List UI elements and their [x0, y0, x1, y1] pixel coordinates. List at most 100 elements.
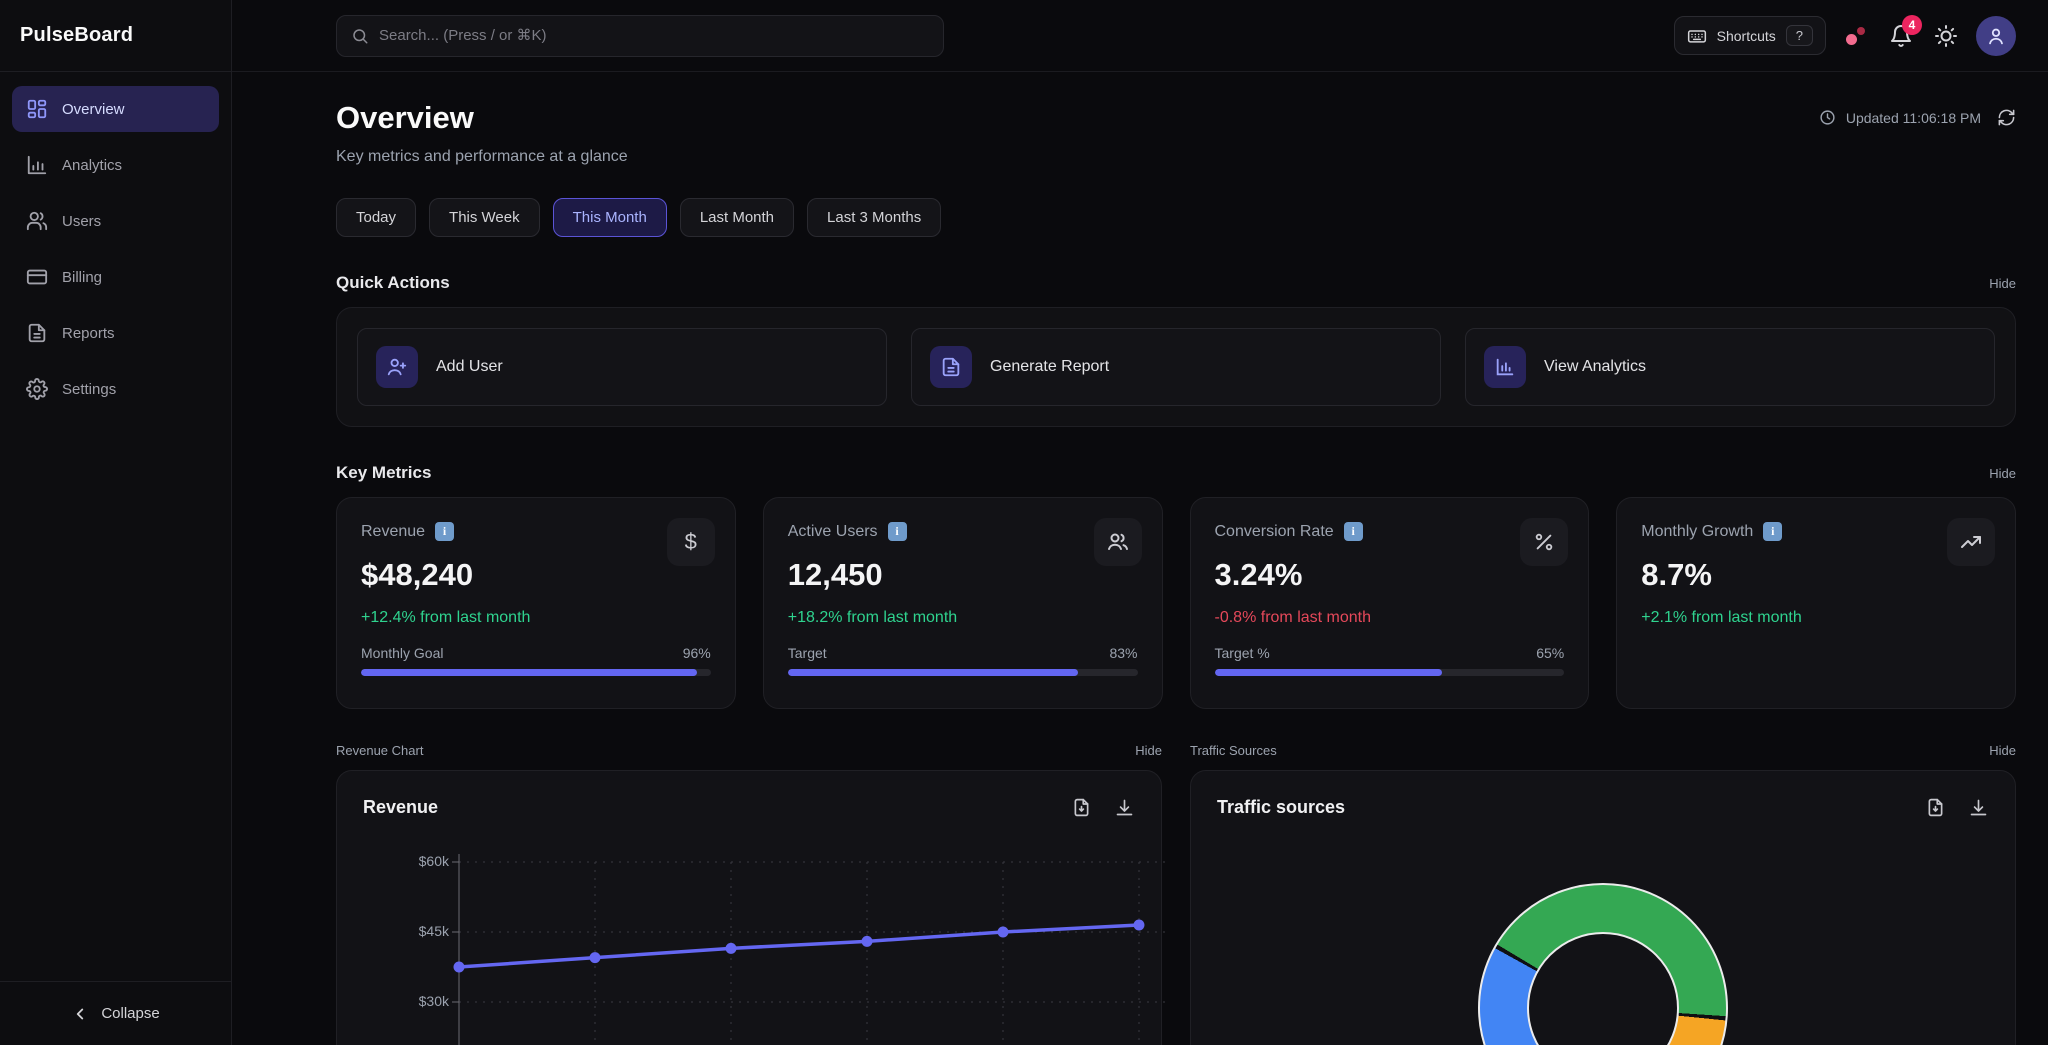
key-metrics-heading: Key Metrics — [336, 463, 431, 483]
sidebar-item-analytics[interactable]: Analytics — [12, 142, 219, 188]
analytics-chart-icon — [1484, 346, 1526, 388]
revenue-line-chart: $60k $45k $30k — [363, 852, 1135, 1045]
metric-delta: +2.1% from last month — [1641, 609, 1991, 627]
refresh-button[interactable] — [1997, 108, 2016, 127]
sidebar-item-billing[interactable]: Billing — [12, 254, 219, 300]
sidebar-item-settings[interactable]: Settings — [12, 366, 219, 412]
metric-title: Monthly Growth — [1641, 523, 1753, 541]
hide-revenue-chart-link[interactable]: Hide — [1135, 743, 1162, 758]
sidebar-item-label: Analytics — [62, 157, 122, 174]
hide-traffic-sources-link[interactable]: Hide — [1989, 743, 2016, 758]
info-icon: i — [888, 522, 907, 541]
sidebar-item-label: Reports — [62, 325, 115, 342]
user-icon — [1985, 25, 2007, 47]
filter-this-week[interactable]: This Week — [429, 198, 540, 237]
shortcuts-key-hint: ? — [1786, 25, 1813, 46]
y-axis-tick: $45k — [363, 923, 449, 939]
metric-delta: +18.2% from last month — [788, 609, 1138, 627]
revenue-chart-title: Revenue — [363, 797, 438, 818]
metric-card-revenue: Revenue i $ $48,240 +12.4% from last mon… — [336, 497, 736, 709]
search-box[interactable] — [336, 15, 944, 57]
filter-today[interactable]: Today — [336, 198, 416, 237]
sidebar-item-label: Overview — [62, 101, 125, 118]
clock-icon — [1819, 109, 1836, 126]
export-file-icon[interactable] — [1071, 797, 1092, 818]
progress-label: Target % — [1215, 645, 1270, 661]
y-axis-tick: $30k — [363, 993, 449, 1009]
generate-report-button[interactable]: Generate Report — [911, 328, 1441, 406]
metric-value: 3.24% — [1215, 557, 1565, 593]
sidebar-item-overview[interactable]: Overview — [12, 86, 219, 132]
progress-percent: 96% — [683, 645, 711, 661]
download-icon[interactable] — [1114, 797, 1135, 818]
updated-text: Updated 11:06:18 PM — [1846, 110, 1981, 126]
progress-percent: 83% — [1109, 645, 1137, 661]
search-icon — [351, 27, 369, 45]
notifications-button[interactable]: 4 — [1886, 21, 1916, 51]
search-input[interactable] — [379, 27, 929, 44]
topbar: Shortcuts ? 4 — [232, 0, 2048, 72]
pulse-dot — [1846, 34, 1857, 45]
metric-title: Active Users — [788, 523, 878, 541]
info-icon: i — [1763, 522, 1782, 541]
sidebar-item-users[interactable]: Users — [12, 198, 219, 244]
hide-key-metrics-link[interactable]: Hide — [1989, 466, 2016, 481]
file-report-icon — [930, 346, 972, 388]
live-pulse-indicator — [1844, 24, 1868, 48]
percent-icon — [1520, 518, 1568, 566]
shortcuts-button[interactable]: Shortcuts ? — [1674, 16, 1826, 55]
bar-chart-icon — [26, 154, 48, 176]
key-metrics-grid: Revenue i $ $48,240 +12.4% from last mon… — [336, 497, 2016, 709]
filter-last-3-months[interactable]: Last 3 Months — [807, 198, 941, 237]
sidebar-item-label: Billing — [62, 269, 102, 286]
info-icon: i — [435, 522, 454, 541]
users-icon — [1094, 518, 1142, 566]
date-range-filters: Today This Week This Month Last Month Last 3… — [336, 198, 2016, 237]
info-icon: i — [1344, 522, 1363, 541]
hide-quick-actions-link[interactable]: Hide — [1989, 276, 2016, 291]
metric-title: Conversion Rate — [1215, 523, 1334, 541]
metric-card-active-users: Active Users i 12,450 +18.2% from last m… — [763, 497, 1163, 709]
sidebar-item-reports[interactable]: Reports — [12, 310, 219, 356]
progress-percent: 65% — [1536, 645, 1564, 661]
app-logo: PulseBoard — [20, 24, 133, 47]
traffic-sources-card: Traffic sources — [1190, 770, 2016, 1045]
export-file-icon[interactable] — [1925, 797, 1946, 818]
sidebar: PulseBoard Overview Analytics Users Bill… — [0, 0, 232, 1045]
credit-card-icon — [26, 266, 48, 288]
quick-action-label: Generate Report — [990, 358, 1109, 376]
revenue-chart-section-label: Revenue Chart — [336, 743, 423, 758]
theme-toggle-button[interactable] — [1934, 24, 1958, 48]
page-subtitle: Key metrics and performance at a glance — [336, 148, 628, 166]
quick-action-label: View Analytics — [1544, 358, 1646, 376]
user-avatar[interactable] — [1976, 16, 2016, 56]
metric-value: $48,240 — [361, 557, 711, 593]
last-updated: Updated 11:06:18 PM — [1819, 108, 2016, 127]
metric-value: 8.7% — [1641, 557, 1991, 593]
shortcuts-label: Shortcuts — [1717, 28, 1776, 44]
revenue-chart-card: Revenue $60k $45k $30k — [336, 770, 1162, 1045]
y-axis-tick: $60k — [363, 853, 449, 869]
sidebar-item-label: Users — [62, 213, 101, 230]
user-plus-icon — [376, 346, 418, 388]
dashboard-grid-icon — [26, 98, 48, 120]
metric-title: Revenue — [361, 523, 425, 541]
progress-bar — [361, 669, 711, 676]
metric-delta: -0.8% from last month — [1215, 609, 1565, 627]
donut-hole — [1527, 932, 1679, 1045]
add-user-button[interactable]: Add User — [357, 328, 887, 406]
trending-up-icon — [1947, 518, 1995, 566]
view-analytics-button[interactable]: View Analytics — [1465, 328, 1995, 406]
metric-card-monthly-growth: Monthly Growth i 8.7% +2.1% from last mo… — [1616, 497, 2016, 709]
traffic-donut-chart — [1478, 883, 1728, 1045]
sidebar-header: PulseBoard — [0, 0, 231, 72]
page-title: Overview — [336, 100, 628, 136]
collapse-sidebar-button[interactable]: Collapse — [0, 981, 231, 1045]
filter-last-month[interactable]: Last Month — [680, 198, 794, 237]
download-icon[interactable] — [1968, 797, 1989, 818]
file-text-icon — [26, 322, 48, 344]
metric-delta: +12.4% from last month — [361, 609, 711, 627]
filter-this-month[interactable]: This Month — [553, 198, 667, 237]
notification-count-badge: 4 — [1902, 15, 1922, 35]
traffic-sources-title: Traffic sources — [1217, 797, 1345, 818]
